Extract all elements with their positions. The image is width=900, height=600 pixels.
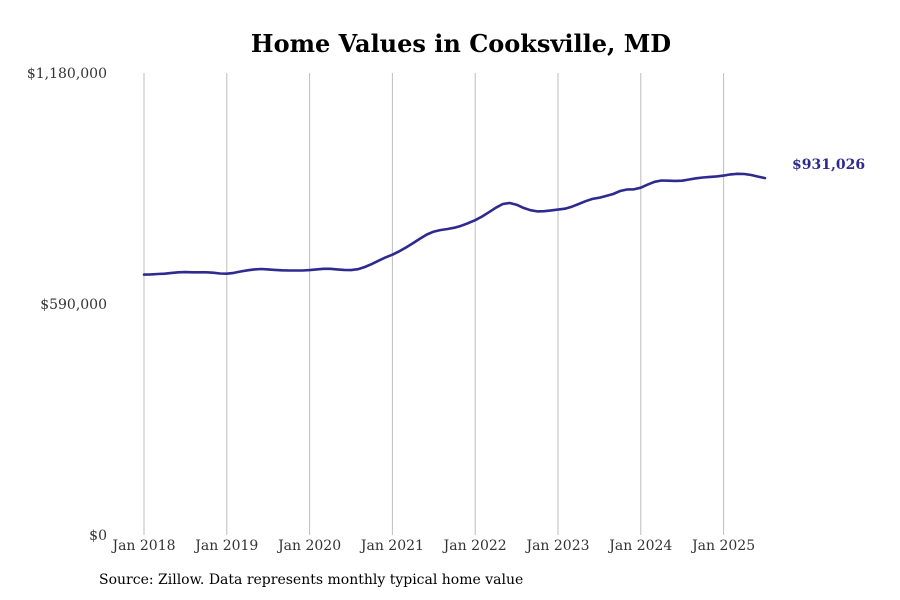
gridlines [143, 73, 725, 535]
x-tick-label: Jan 2020 [276, 538, 341, 554]
y-tick-label: $590,000 [40, 297, 107, 313]
x-tick-label: Jan 2023 [524, 538, 589, 554]
x-tick-label: Jan 2018 [110, 538, 175, 554]
series-line [142, 172, 767, 276]
y-tick-label: $0 [89, 528, 107, 544]
end-value-label: $931,026 [792, 157, 865, 173]
source-note: Source: Zillow. Data represents monthly … [99, 572, 524, 588]
x-tick-label: Jan 2022 [442, 538, 507, 554]
y-tick-label: $1,180,000 [27, 66, 107, 82]
chart-title: Home Values in Cooksville, MD [251, 29, 671, 58]
y-axis-ticks: $0 $590,000 $1,180,000 [27, 66, 107, 544]
x-tick-label: Jan 2024 [607, 538, 672, 554]
x-tick-label: Jan 2025 [690, 538, 755, 554]
x-axis-ticks: Jan 2018 Jan 2019 Jan 2020 Jan 2021 Jan 2022… [110, 538, 755, 554]
x-tick-label: Jan 2019 [193, 538, 258, 554]
x-tick-label: Jan 2021 [359, 538, 424, 554]
